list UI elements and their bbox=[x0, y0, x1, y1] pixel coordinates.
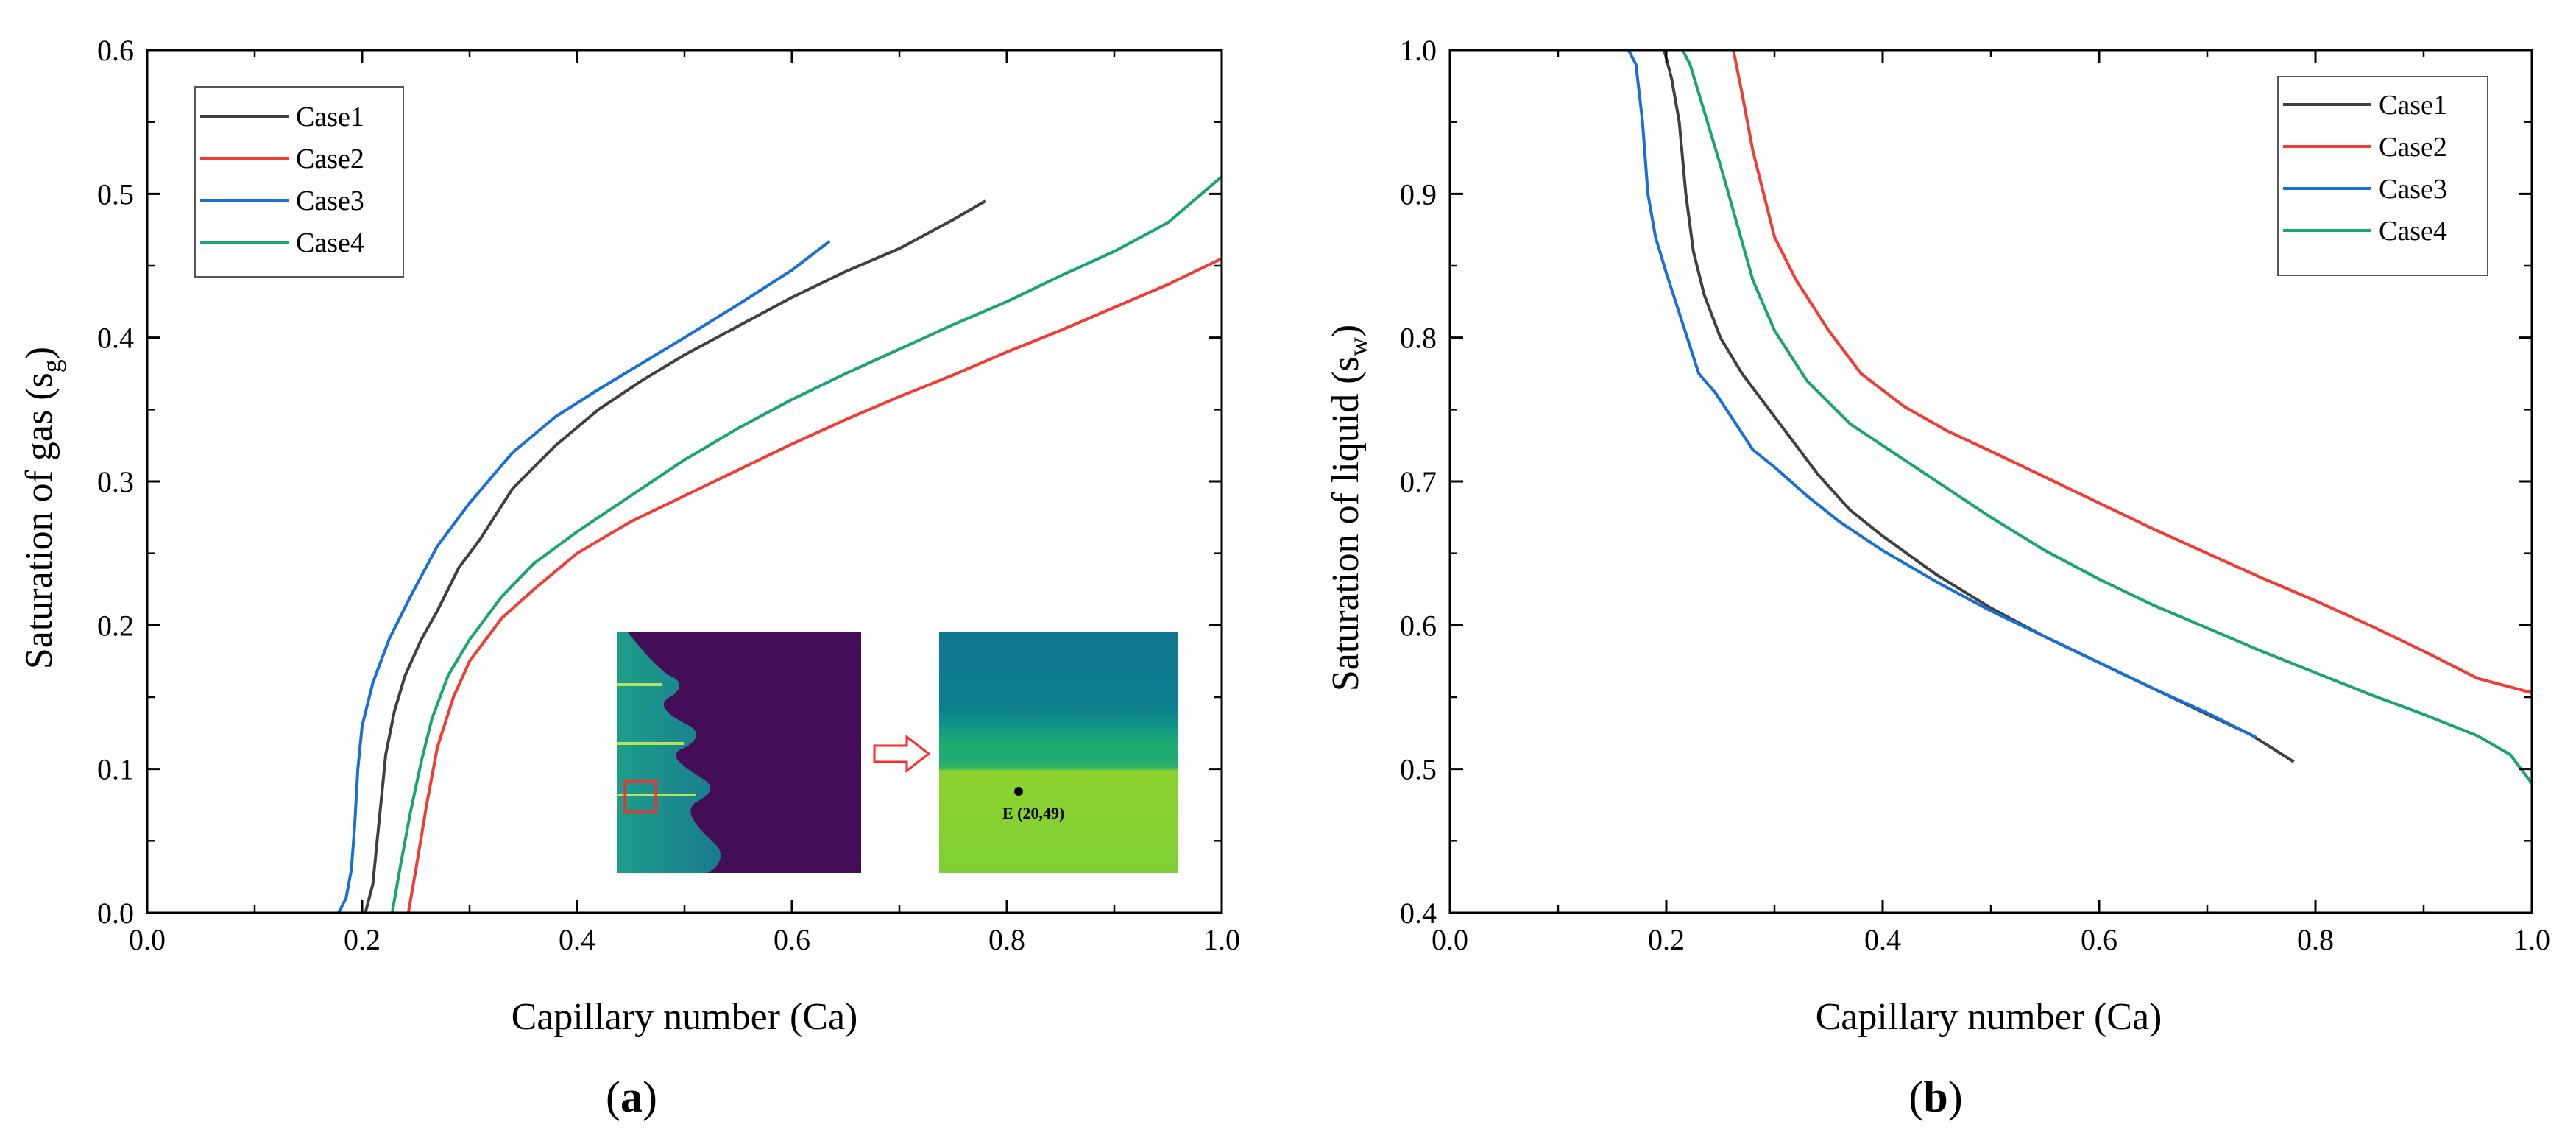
panel-a-x-tick-label: 0.4 bbox=[559, 923, 595, 956]
arrow-right-icon bbox=[873, 734, 931, 774]
panel-a-y-tick-label: 0.4 bbox=[97, 322, 134, 355]
panel-b-label: (b) bbox=[1908, 1073, 1962, 1121]
panel-a-series-case2 bbox=[406, 257, 1222, 914]
panel-a-x-tick-label: 0.2 bbox=[344, 923, 381, 956]
panel-b-series-group bbox=[1627, 49, 2533, 785]
panel-a-series-group bbox=[337, 175, 1223, 914]
panel-b-y-tick-label: 0.6 bbox=[1400, 609, 1437, 642]
panel-b-series-case1 bbox=[1663, 49, 2295, 763]
panel-b-y-tick-label: 0.7 bbox=[1400, 465, 1437, 498]
panel-b-legend-label: Case4 bbox=[2379, 216, 2447, 247]
panel-b-y-tick-label: 1.0 bbox=[1400, 34, 1437, 67]
inset-zoom-image bbox=[939, 632, 1178, 873]
panel-b-y-tick-label: 0.9 bbox=[1400, 177, 1437, 211]
probe-point-label: E (20,49) bbox=[1002, 804, 1064, 822]
panel-b-y-tick-label: 0.5 bbox=[1400, 753, 1437, 786]
panel-b-x-tick-label: 0.2 bbox=[1648, 923, 1685, 956]
panel-b-series-case4 bbox=[1681, 49, 2533, 785]
panel-a-legend-label: Case2 bbox=[296, 144, 364, 174]
panel-b-y-axis-label: Saturation of liquid (sw) bbox=[1325, 325, 1373, 691]
panel-a-y-tick-label: 0.5 bbox=[97, 177, 134, 211]
panel-a-x-tick-label: 0.6 bbox=[774, 923, 810, 956]
panel-b-x-tick-label: 0.0 bbox=[1432, 923, 1468, 956]
panel-a-series-case1 bbox=[364, 199, 986, 914]
panel-a-x-tick-label: 1.0 bbox=[1203, 923, 1240, 956]
legend-frame bbox=[2277, 76, 2488, 276]
panel-b-x-tick-label: 0.8 bbox=[2297, 923, 2334, 956]
panel-a-legend-label: Case1 bbox=[296, 102, 364, 133]
panel-a-legend-label: Case4 bbox=[296, 227, 364, 258]
panel-b-legend-label: Case3 bbox=[2379, 174, 2447, 205]
panel-b-axes: 0.0 0.2 0.4 0.6 0.8 1.0 0.4 0.5 0.6 0.7 0.8 0.9 1.0 bbox=[1400, 34, 2550, 956]
panel-b-x-axis-label: Capillary number (Ca) bbox=[1816, 996, 2162, 1038]
legend-frame bbox=[194, 86, 404, 278]
panel-b-legend-label: Case2 bbox=[2379, 132, 2447, 163]
panel-b-x-tick-label: 0.6 bbox=[2081, 923, 2117, 956]
panel-a-y-tick-label: 0.1 bbox=[97, 753, 134, 786]
panel-b-chart: 0.0 0.2 0.4 0.6 0.8 1.00.40.50.60.70.80.91.0 … bbox=[1325, 34, 2550, 1121]
panel-a-legend: Case1 Case2 Case3 Case4 bbox=[194, 86, 404, 278]
panel-a-y-tick-label: 0.3 bbox=[97, 465, 134, 498]
panel-b-y-tick-label: 0.4 bbox=[1400, 897, 1437, 930]
panel-b-y-tick-label: 0.8 bbox=[1400, 322, 1437, 355]
panel-a-y-axis-label: Saturation of gas (sg) bbox=[18, 347, 66, 669]
panel-a-label: (a) bbox=[606, 1073, 657, 1121]
panel-a-y-tick-label: 0.0 bbox=[97, 897, 134, 930]
panel-a-inset: E (20,49) bbox=[617, 632, 1178, 873]
panel-b-x-tick-label: 0.4 bbox=[1864, 923, 1901, 956]
panel-a-chart: E (20,49) 0.0 0.2 0.4 0.6 0.8 1.0 0.0 0.1 0.2 0.3… bbox=[18, 34, 1240, 1121]
panel-a-y-tick-label: 0.6 bbox=[97, 34, 134, 67]
panel-a-axes: 0.0 0.2 0.4 0.6 0.8 1.0 0.0 0.1 0.2 0.3 0.4 0.5 0.6 bbox=[97, 34, 1240, 956]
inset-zoom-box bbox=[623, 780, 657, 813]
panel-b-series-case2 bbox=[1732, 49, 2533, 695]
panel-a-legend-label: Case3 bbox=[296, 186, 364, 216]
panel-b-legend: Case1 Case2 Case3 Case4 bbox=[2277, 76, 2488, 276]
panel-b-x-tick-label: 1.0 bbox=[2513, 923, 2550, 956]
panel-a-x-tick-label: 0.8 bbox=[988, 923, 1025, 956]
panel-a-x-tick-label: 0.0 bbox=[129, 923, 166, 956]
panel-a-series-case3 bbox=[337, 240, 831, 914]
probe-point bbox=[1014, 787, 1023, 796]
panel-a-y-tick-label: 0.2 bbox=[97, 609, 134, 642]
panel-a-series-case4 bbox=[390, 175, 1223, 914]
panel-b-legend-label: Case1 bbox=[2379, 90, 2447, 121]
panel-b-series-case3 bbox=[1627, 49, 2257, 739]
panel-a-x-axis-label: Capillary number (Ca) bbox=[512, 996, 858, 1038]
